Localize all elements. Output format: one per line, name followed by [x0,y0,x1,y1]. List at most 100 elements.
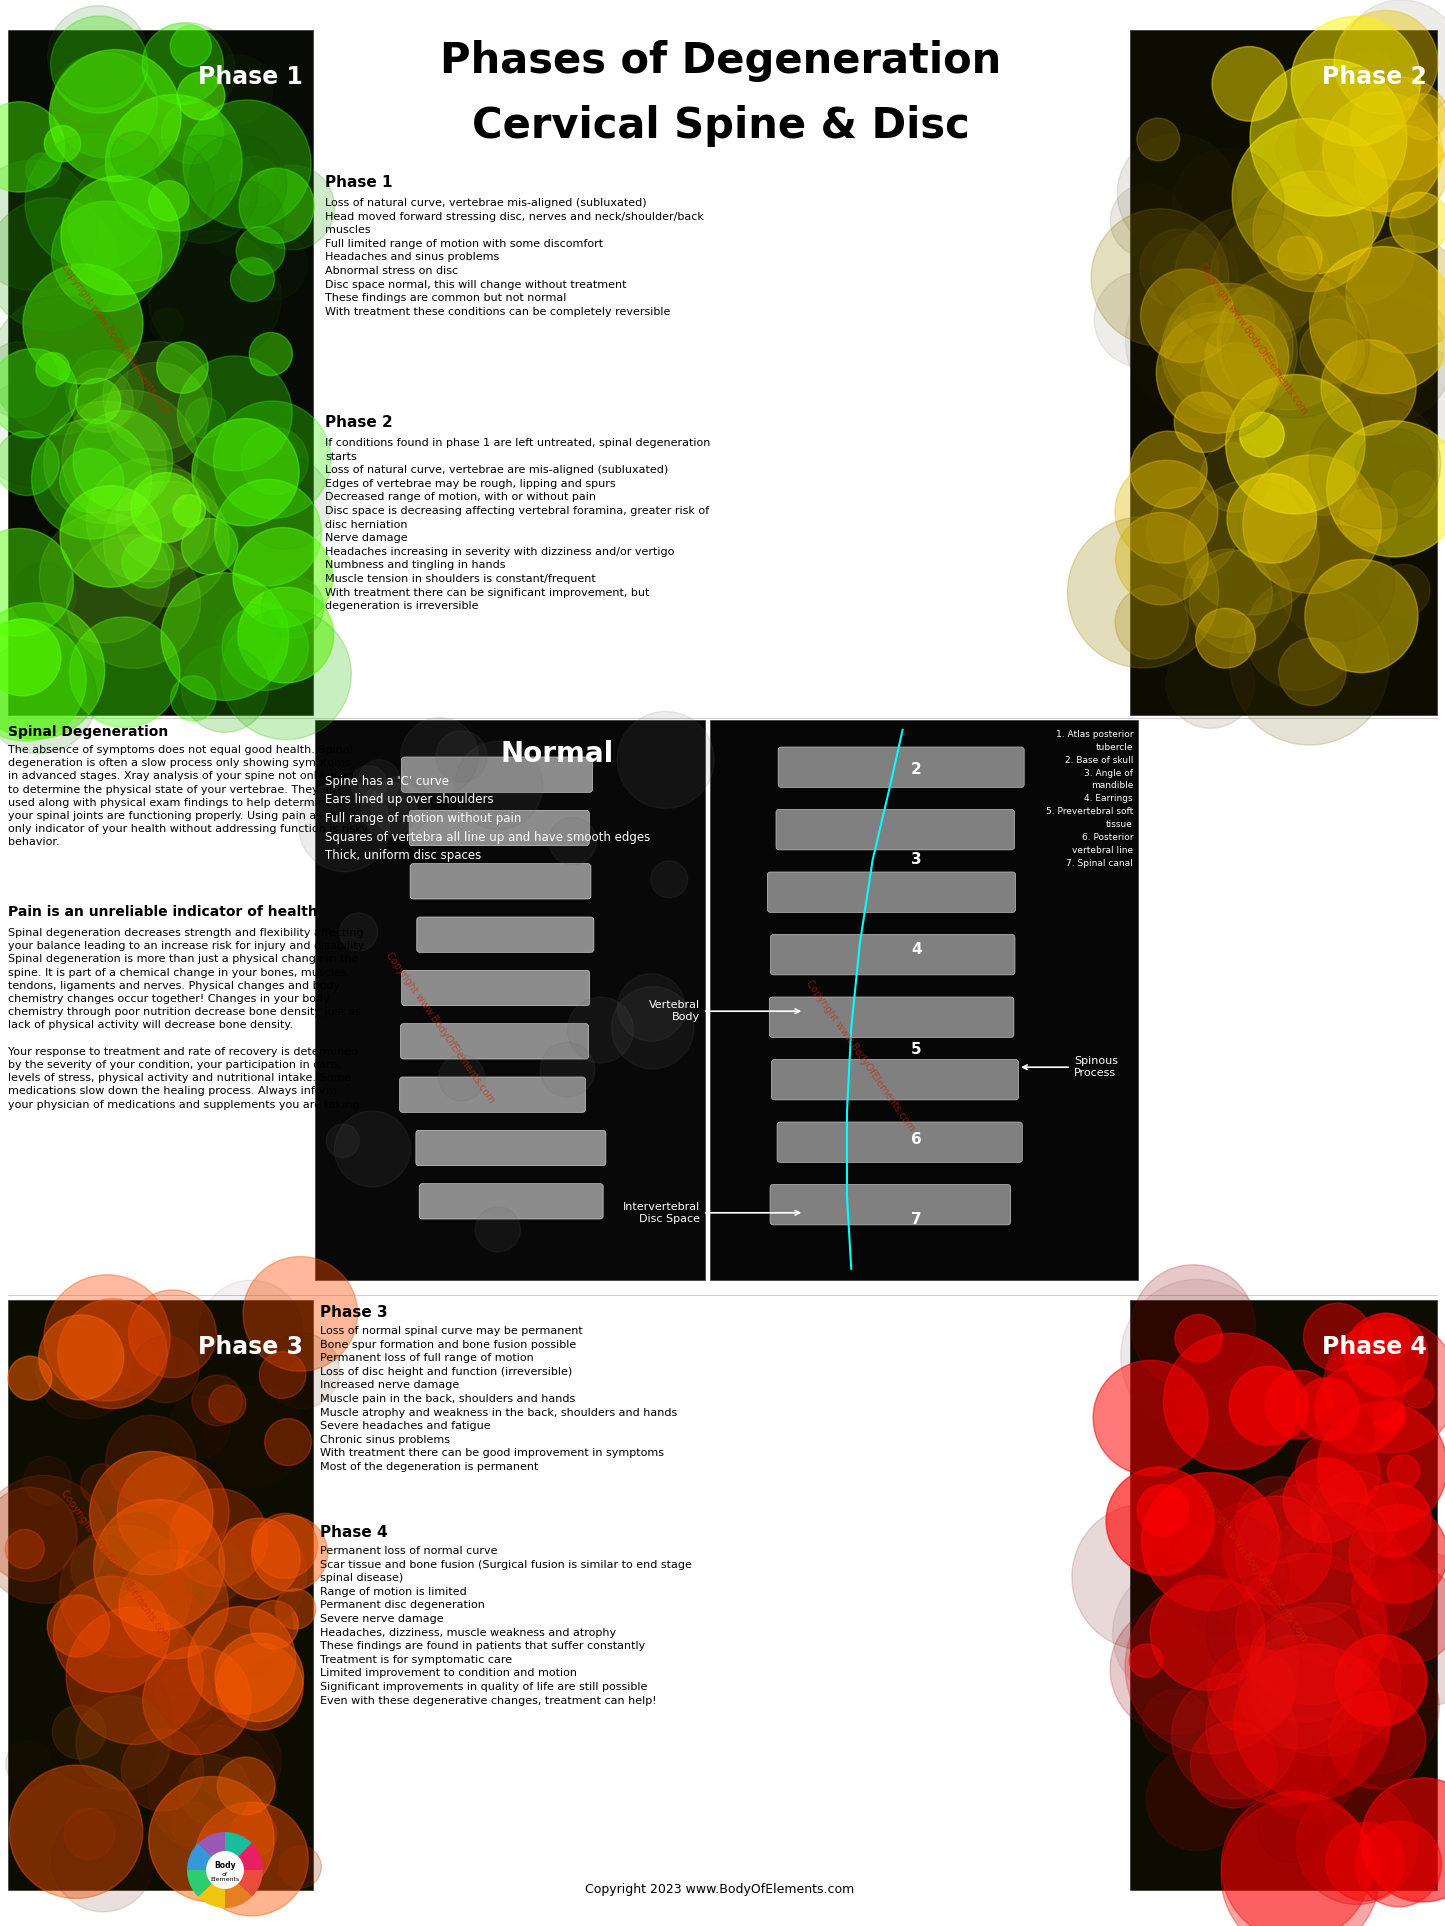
FancyBboxPatch shape [776,809,1014,849]
Circle shape [1110,1604,1240,1733]
Circle shape [1314,283,1445,424]
Circle shape [1247,1602,1400,1757]
Circle shape [71,1535,137,1602]
Circle shape [1113,1564,1251,1703]
Wedge shape [225,1843,263,1870]
Wedge shape [198,1832,225,1870]
Text: 1. Atlas posterior
tubercle
2. Base of skull
3. Angle of
mandible
4. Earrings
5.: 1. Atlas posterior tubercle 2. Base of s… [1046,730,1133,867]
Circle shape [39,512,169,643]
Circle shape [1131,1265,1256,1389]
Circle shape [149,181,189,221]
Circle shape [1072,1504,1218,1651]
Circle shape [1392,472,1438,518]
Circle shape [94,1500,224,1631]
Circle shape [1211,1662,1341,1793]
Circle shape [62,389,198,526]
Circle shape [6,1741,51,1787]
Circle shape [1140,229,1218,308]
Circle shape [1327,1340,1407,1421]
Circle shape [1230,187,1358,316]
Circle shape [1130,431,1207,508]
Text: Phase 1: Phase 1 [325,175,393,191]
Circle shape [276,1589,315,1629]
Text: 5: 5 [912,1042,922,1057]
Circle shape [171,1803,215,1847]
Circle shape [1303,1304,1371,1371]
FancyBboxPatch shape [400,1077,585,1113]
Circle shape [259,1352,306,1398]
Circle shape [250,1601,298,1649]
Circle shape [178,356,292,470]
Circle shape [208,1385,246,1423]
Bar [709,720,1139,1281]
Circle shape [1230,1366,1308,1444]
Circle shape [75,377,121,424]
Circle shape [1292,1396,1402,1506]
Circle shape [1156,312,1277,433]
Circle shape [1305,1641,1439,1776]
Circle shape [1221,1797,1380,1926]
Text: If conditions found in phase 1 are left untreated, spinal degeneration
starts
Lo: If conditions found in phase 1 are left … [325,437,711,611]
Circle shape [1146,1747,1250,1851]
Text: Spinous
Process: Spinous Process [1023,1055,1118,1079]
Circle shape [1340,1550,1445,1708]
Circle shape [1403,1377,1433,1408]
Circle shape [1274,1375,1361,1460]
Text: Cervical Spine & Disc: Cervical Spine & Disc [473,106,970,146]
Circle shape [1166,639,1254,728]
Circle shape [1277,237,1322,279]
Circle shape [241,428,308,495]
FancyBboxPatch shape [770,1184,1010,1225]
Circle shape [1306,195,1415,302]
Text: Intervertebral
Disc Space: Intervertebral Disc Space [623,1202,799,1223]
Wedge shape [198,1870,225,1909]
Circle shape [1116,586,1188,659]
FancyBboxPatch shape [409,811,590,846]
Text: Copyright www.BodyOfElements.com: Copyright www.BodyOfElements.com [1196,260,1309,416]
Circle shape [1165,324,1280,439]
Circle shape [236,229,308,300]
Circle shape [1299,320,1364,383]
Circle shape [250,166,335,250]
Text: Copyright www.BodyOfElements.com: Copyright www.BodyOfElements.com [383,951,496,1106]
Circle shape [1248,1606,1364,1722]
Circle shape [0,1487,77,1581]
Circle shape [215,480,321,586]
FancyBboxPatch shape [416,917,594,951]
Circle shape [0,297,129,435]
Text: Phases of Degeneration: Phases of Degeneration [441,40,1001,83]
Circle shape [358,759,400,801]
Circle shape [611,986,694,1069]
Text: Spinal Degeneration: Spinal Degeneration [9,724,168,740]
Circle shape [439,1055,484,1102]
Text: Normal: Normal [500,740,614,768]
Circle shape [59,449,124,512]
Circle shape [231,422,298,487]
Circle shape [1201,343,1273,416]
Circle shape [650,861,688,898]
Circle shape [1173,208,1319,352]
Circle shape [74,410,172,510]
Text: Phase 2: Phase 2 [325,414,393,429]
Circle shape [139,23,236,119]
Circle shape [184,100,311,227]
Circle shape [23,1456,71,1504]
Circle shape [36,352,69,387]
Circle shape [43,1275,171,1400]
Wedge shape [225,1832,251,1870]
Bar [315,720,705,1281]
Circle shape [1165,1514,1289,1635]
Circle shape [0,618,87,742]
Circle shape [1315,1366,1403,1454]
Circle shape [204,1387,305,1487]
Text: Spine has a 'C' curve
Ears lined up over shoulders
Full range of motion without : Spine has a 'C' curve Ears lined up over… [325,774,650,863]
Circle shape [1230,586,1389,745]
Circle shape [117,1456,230,1568]
Circle shape [1092,1360,1208,1475]
Circle shape [1296,1783,1418,1905]
Circle shape [1357,1483,1432,1556]
Circle shape [0,102,65,193]
Circle shape [1225,374,1366,514]
Circle shape [53,1575,169,1693]
Circle shape [150,135,259,243]
